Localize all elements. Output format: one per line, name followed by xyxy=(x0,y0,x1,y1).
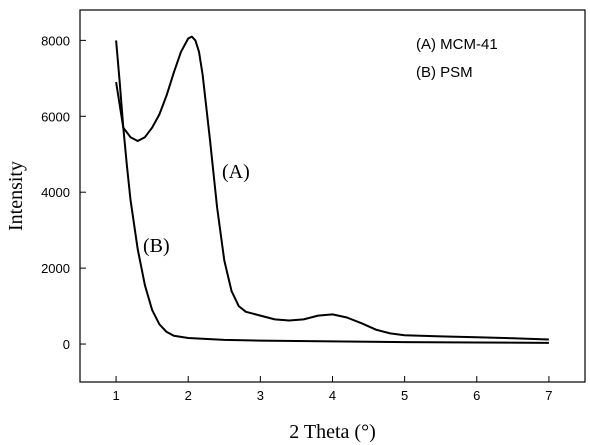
x-tick-label: 1 xyxy=(112,388,119,403)
y-tick-label: 8000 xyxy=(41,33,70,48)
series-line-psm xyxy=(115,40,549,344)
x-tick-label: 2 xyxy=(185,388,192,403)
series-layer xyxy=(115,35,549,344)
legend-entry-b: (B) PSM xyxy=(416,64,473,81)
plot-border xyxy=(79,9,586,383)
x-tick-label: 4 xyxy=(329,388,336,403)
plot-frame xyxy=(79,9,586,383)
x-tick-label: 5 xyxy=(401,388,408,403)
x-tick-label: 3 xyxy=(257,388,264,403)
curve-label-a: (A) xyxy=(222,161,250,183)
x-tick-label: 6 xyxy=(473,388,480,403)
legend: (A) MCM-41 (B) PSM xyxy=(416,36,498,81)
y-axis-title: Intensity xyxy=(5,161,27,231)
y-tick-label: 0 xyxy=(63,337,70,352)
y-tick-label: 6000 xyxy=(41,109,70,124)
legend-entry-a: (A) MCM-41 xyxy=(416,36,498,53)
curve-label-b: (B) xyxy=(143,235,170,257)
x-tick-label: 7 xyxy=(545,388,552,403)
axis-ticks: 1 2 3 4 5 6 7 0 2000 4000 6000 8000 xyxy=(41,33,552,403)
y-tick-label: 4000 xyxy=(41,185,70,200)
x-axis-title: 2 Theta (°) xyxy=(289,421,375,443)
y-tick-label: 2000 xyxy=(41,261,70,276)
series-line-mcm41 xyxy=(115,35,549,341)
